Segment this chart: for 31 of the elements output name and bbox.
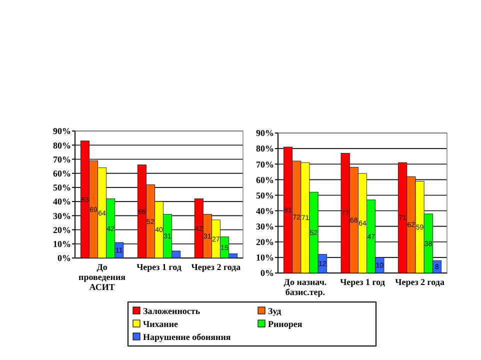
y-tick-label: 50%	[53, 182, 71, 193]
legend-label: Чихание	[143, 319, 178, 329]
y-tick-label: 70%	[53, 154, 71, 164]
y-tick-label: 90%	[256, 128, 274, 138]
y-tick-label: 0%	[58, 253, 71, 264]
x-tick-label: Через 1 год	[340, 277, 386, 287]
legend-label: Ринорея	[268, 319, 302, 329]
y-tick-label: 20%	[53, 224, 71, 235]
x-tick-label: Через 2 года	[191, 262, 242, 272]
y-tick-label: 80%	[53, 140, 71, 150]
y-tick-label: 30%	[53, 210, 71, 221]
x-tick-label: До проведения АСИТ	[78, 262, 126, 292]
y-tick-label: 0%	[260, 268, 274, 278]
y-tick-label: 10%	[53, 239, 71, 250]
y-tick-label: 60%	[256, 174, 274, 185]
y-tick-label: 60%	[53, 168, 71, 178]
y-tick-label: 10%	[256, 252, 274, 263]
y-tick-label: 90%	[53, 126, 71, 136]
x-tick-label: Через 1 год	[136, 262, 182, 272]
x-tick-label: Через 2 года	[395, 277, 445, 287]
y-tick-label: 40%	[256, 206, 274, 216]
y-tick-label: 40%	[53, 196, 71, 207]
y-tick-label: 20%	[256, 237, 274, 248]
legend-label: Нарушение обоняния	[143, 332, 231, 342]
y-tick-label: 70%	[256, 159, 274, 170]
y-tick-label: 80%	[256, 144, 274, 154]
y-tick-label: 30%	[256, 221, 274, 232]
legend-label: Зуд	[268, 306, 282, 316]
y-tick-label: 50%	[256, 190, 274, 200]
legend-label: Заложенность	[143, 306, 200, 316]
x-tick-label: До назнач. базис.тер.	[284, 277, 327, 297]
